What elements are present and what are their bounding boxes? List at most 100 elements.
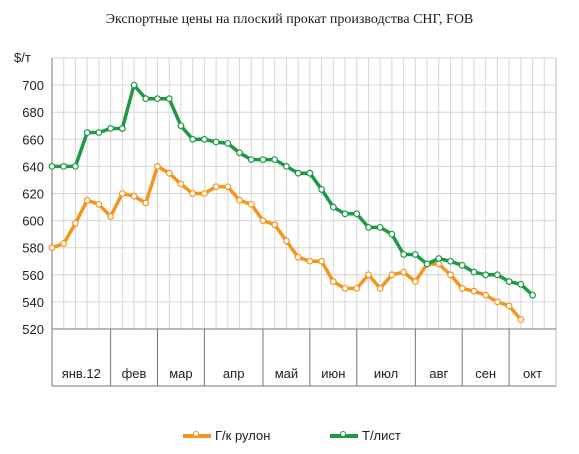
data-point-1 bbox=[517, 280, 525, 288]
data-point-0 bbox=[189, 190, 197, 197]
data-point-0 bbox=[341, 284, 349, 292]
series-layer bbox=[48, 81, 536, 323]
data-point-1 bbox=[505, 278, 513, 285]
data-point-0 bbox=[48, 244, 56, 252]
x-month-label: мар bbox=[169, 366, 192, 381]
x-month-label: июн bbox=[321, 366, 345, 381]
legend-swatch-hr-coil bbox=[183, 430, 211, 438]
data-point-1 bbox=[400, 251, 408, 258]
data-point-0 bbox=[493, 298, 501, 306]
axes: 520 540 560 580 600 620 640 660 680 700 янв.12 фев м… bbox=[22, 58, 557, 387]
data-point-0 bbox=[72, 219, 79, 227]
data-point-0 bbox=[447, 271, 454, 279]
data-point-0 bbox=[165, 169, 173, 177]
data-point-1 bbox=[142, 95, 150, 103]
y-axis-unit: $/т bbox=[14, 50, 31, 65]
data-point-0 bbox=[294, 253, 302, 261]
legend-label-hr-coil: Г/к рулон bbox=[215, 428, 271, 443]
data-point-0 bbox=[259, 217, 267, 225]
data-point-1 bbox=[165, 95, 173, 103]
data-point-1 bbox=[60, 162, 68, 170]
y-tick-label: 640 bbox=[22, 159, 44, 174]
legend-label-plate: Т/лист bbox=[362, 428, 401, 443]
data-point-0 bbox=[283, 237, 290, 245]
data-point-1 bbox=[48, 162, 56, 170]
legend-item-hr-coil: Г/к рулон bbox=[183, 428, 270, 443]
y-tick-label: 680 bbox=[22, 105, 44, 120]
chart-title: Экспортные цены на плоский прокат произв… bbox=[105, 12, 474, 27]
data-point-1 bbox=[341, 210, 349, 218]
x-month-label: май bbox=[275, 366, 298, 381]
data-point-1 bbox=[271, 156, 279, 164]
data-point-0 bbox=[505, 302, 513, 310]
x-month-label: сен bbox=[475, 366, 496, 381]
data-point-1 bbox=[200, 135, 208, 143]
data-point-0 bbox=[130, 192, 138, 200]
data-point-1 bbox=[154, 95, 161, 103]
data-point-0 bbox=[329, 278, 337, 285]
data-point-1 bbox=[283, 162, 290, 170]
data-point-1 bbox=[247, 156, 255, 164]
data-point-0 bbox=[517, 316, 525, 323]
data-point-1 bbox=[107, 125, 115, 132]
legend-item-plate: Т/лист bbox=[330, 428, 401, 443]
x-month-label: окт bbox=[523, 366, 542, 381]
y-tick-label: 520 bbox=[22, 322, 44, 337]
data-point-1 bbox=[224, 139, 232, 147]
y-tick-label: 560 bbox=[22, 268, 44, 283]
x-month-label: авг bbox=[429, 366, 448, 381]
data-point-1 bbox=[294, 169, 302, 177]
data-point-0 bbox=[154, 162, 161, 170]
data-point-1 bbox=[130, 81, 138, 89]
data-point-1 bbox=[189, 135, 197, 143]
data-point-1 bbox=[95, 129, 103, 136]
y-tick-label: 540 bbox=[22, 295, 44, 310]
data-point-1 bbox=[470, 268, 478, 276]
data-point-0 bbox=[224, 183, 232, 191]
x-month-label: июл bbox=[374, 366, 398, 381]
data-point-1 bbox=[482, 271, 490, 279]
x-month-label: апр bbox=[223, 366, 245, 381]
data-point-0 bbox=[118, 190, 126, 197]
data-point-1 bbox=[259, 156, 267, 164]
data-point-0 bbox=[236, 196, 243, 204]
data-point-0 bbox=[142, 199, 150, 207]
data-point-0 bbox=[388, 271, 396, 279]
data-point-1 bbox=[318, 186, 325, 193]
data-point-1 bbox=[529, 291, 536, 299]
legend: Г/к рулон Т/лист bbox=[0, 428, 579, 444]
data-point-0 bbox=[200, 190, 208, 197]
data-point-1 bbox=[177, 122, 185, 130]
y-tick-label: 700 bbox=[22, 78, 44, 93]
data-point-1 bbox=[353, 210, 361, 218]
data-point-1 bbox=[83, 129, 91, 136]
data-point-0 bbox=[60, 240, 68, 248]
y-tick-label: 660 bbox=[22, 132, 44, 147]
y-tick-label: 580 bbox=[22, 241, 44, 256]
data-point-1 bbox=[388, 230, 396, 238]
data-point-1 bbox=[447, 257, 454, 265]
data-point-0 bbox=[107, 213, 115, 220]
y-tick-label: 620 bbox=[22, 187, 44, 202]
grid bbox=[52, 57, 556, 330]
data-point-0 bbox=[247, 200, 255, 208]
data-point-0 bbox=[411, 278, 419, 285]
data-point-0 bbox=[95, 200, 103, 208]
data-point-0 bbox=[470, 287, 478, 295]
data-point-0 bbox=[318, 257, 325, 265]
data-point-0 bbox=[271, 221, 279, 229]
data-point-1 bbox=[435, 255, 443, 262]
data-point-0 bbox=[435, 260, 443, 268]
data-point-1 bbox=[493, 271, 501, 279]
data-point-0 bbox=[177, 180, 185, 188]
data-point-1 bbox=[306, 169, 314, 177]
data-point-0 bbox=[353, 284, 361, 292]
data-point-0 bbox=[365, 271, 372, 279]
data-point-0 bbox=[376, 284, 384, 292]
legend-swatch-plate bbox=[330, 430, 358, 438]
x-month-label: янв.12 bbox=[62, 366, 101, 381]
x-month-label: фев bbox=[122, 366, 147, 381]
data-point-1 bbox=[423, 260, 431, 268]
data-point-1 bbox=[365, 223, 372, 231]
